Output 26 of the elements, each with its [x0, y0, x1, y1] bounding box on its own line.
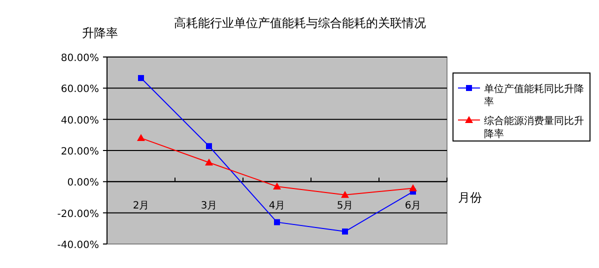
x-axis-title: 月份: [458, 190, 482, 205]
point: [206, 143, 212, 150]
y-tick-label: 20.00%: [60, 146, 99, 158]
y-tick-label: 0.00%: [67, 178, 99, 189]
point: [273, 182, 281, 190]
point: [409, 184, 417, 192]
point: [341, 190, 349, 198]
y-tick-label: 80.00%: [60, 53, 99, 64]
point: [274, 219, 280, 226]
chart-title: 高耗能行业单位产值能耗与综合能耗的关联情况: [174, 16, 426, 30]
y-tick-label: -40.00%: [57, 240, 99, 251]
legend-label: 单位产值能耗同比升降率: [484, 83, 584, 108]
y-tick-label: 60.00%: [60, 84, 99, 96]
x-tick-label: 4月: [268, 200, 286, 212]
point: [342, 228, 348, 235]
point: [205, 158, 213, 166]
x-tick-label: 6月: [404, 200, 422, 212]
point: [138, 75, 144, 82]
legend-label: 综合能源消费量同比升降率: [484, 115, 584, 140]
y-axis-title: 升降率: [82, 26, 118, 40]
x-tick-label: 2月: [132, 200, 150, 212]
y-tick-label: 40.00%: [60, 115, 99, 126]
point: [137, 134, 145, 142]
x-tick-label: 5月: [336, 200, 354, 212]
x-tick-label: 3月: [200, 200, 218, 212]
y-tick-label: -20.00%: [57, 208, 99, 220]
